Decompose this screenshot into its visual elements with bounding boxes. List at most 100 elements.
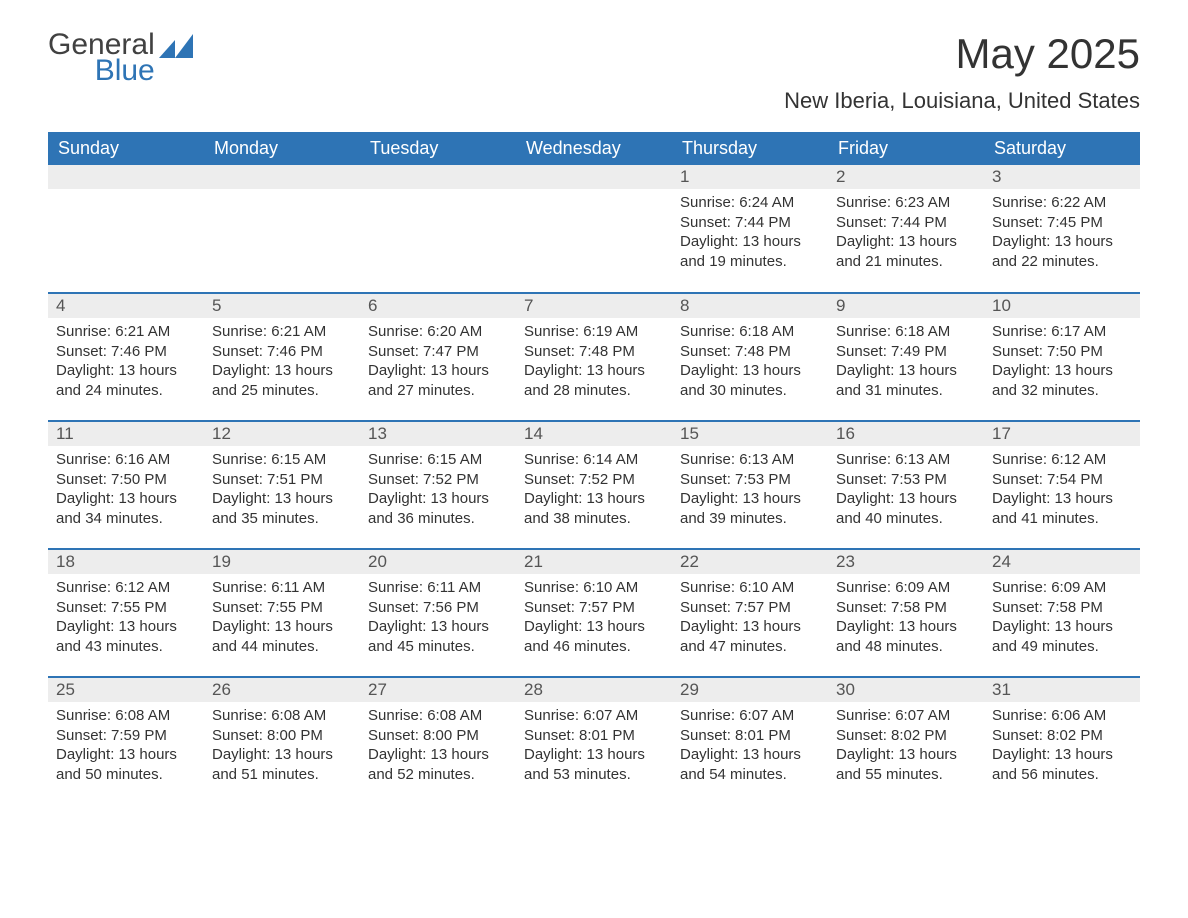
title-block: May 2025 New Iberia, Louisiana, United S… xyxy=(784,30,1140,114)
day-body xyxy=(360,189,516,197)
sunrise-value: 6:09 AM xyxy=(1051,579,1106,596)
column-header: Monday xyxy=(204,132,360,165)
calendar-cell: 7Sunrise: 6:19 AMSunset: 7:48 PMDaylight… xyxy=(516,293,672,421)
calendar-week: 18Sunrise: 6:12 AMSunset: 7:55 PMDayligh… xyxy=(48,549,1140,677)
day-number: 29 xyxy=(672,678,828,702)
day-body: Sunrise: 6:08 AMSunset: 7:59 PMDaylight:… xyxy=(48,702,204,788)
page-subtitle: New Iberia, Louisiana, United States xyxy=(784,88,1140,114)
day-body: Sunrise: 6:22 AMSunset: 7:45 PMDaylight:… xyxy=(984,189,1140,275)
daylight-label: Daylight: xyxy=(212,618,270,635)
calendar-cell: 15Sunrise: 6:13 AMSunset: 7:53 PMDayligh… xyxy=(672,421,828,549)
sunset-label: Sunset: xyxy=(524,599,575,616)
day-body: Sunrise: 6:07 AMSunset: 8:01 PMDaylight:… xyxy=(516,702,672,788)
sunset-label: Sunset: xyxy=(680,471,731,488)
day-number: 20 xyxy=(360,550,516,574)
logo: General Blue xyxy=(48,30,193,86)
daylight-label: Daylight: xyxy=(836,618,894,635)
sunset-label: Sunset: xyxy=(524,343,575,360)
day-body: Sunrise: 6:18 AMSunset: 7:48 PMDaylight:… xyxy=(672,318,828,404)
daylight-label: Daylight: xyxy=(992,746,1050,763)
day-number: 30 xyxy=(828,678,984,702)
sunset-value: 8:00 PM xyxy=(423,727,479,744)
sunset-value: 7:57 PM xyxy=(579,599,635,616)
sunset-label: Sunset: xyxy=(836,343,887,360)
calendar-cell: 16Sunrise: 6:13 AMSunset: 7:53 PMDayligh… xyxy=(828,421,984,549)
day-number: 15 xyxy=(672,422,828,446)
daylight-label: Daylight: xyxy=(56,746,114,763)
calendar-cell: 22Sunrise: 6:10 AMSunset: 7:57 PMDayligh… xyxy=(672,549,828,677)
sunrise-value: 6:10 AM xyxy=(583,579,638,596)
calendar-cell: 28Sunrise: 6:07 AMSunset: 8:01 PMDayligh… xyxy=(516,677,672,805)
sunset-value: 7:53 PM xyxy=(891,471,947,488)
calendar-cell xyxy=(204,165,360,293)
sunset-label: Sunset: xyxy=(56,599,107,616)
sunrise-label: Sunrise: xyxy=(680,451,735,468)
day-body: Sunrise: 6:18 AMSunset: 7:49 PMDaylight:… xyxy=(828,318,984,404)
sunset-value: 7:48 PM xyxy=(579,343,635,360)
day-number: 25 xyxy=(48,678,204,702)
calendar-cell: 1Sunrise: 6:24 AMSunset: 7:44 PMDaylight… xyxy=(672,165,828,293)
sunrise-value: 6:08 AM xyxy=(271,707,326,724)
calendar-body: 1Sunrise: 6:24 AMSunset: 7:44 PMDaylight… xyxy=(48,165,1140,805)
logo-text: General Blue xyxy=(48,30,155,86)
sunrise-label: Sunrise: xyxy=(992,707,1047,724)
sunset-label: Sunset: xyxy=(212,343,263,360)
day-body: Sunrise: 6:20 AMSunset: 7:47 PMDaylight:… xyxy=(360,318,516,404)
column-header: Sunday xyxy=(48,132,204,165)
sunrise-label: Sunrise: xyxy=(524,323,579,340)
sunrise-label: Sunrise: xyxy=(836,579,891,596)
sunset-value: 7:52 PM xyxy=(579,471,635,488)
sunrise-value: 6:12 AM xyxy=(1051,451,1106,468)
daylight-label: Daylight: xyxy=(368,746,426,763)
day-number: 17 xyxy=(984,422,1140,446)
day-body xyxy=(516,189,672,197)
sunset-value: 7:59 PM xyxy=(111,727,167,744)
sunset-value: 7:56 PM xyxy=(423,599,479,616)
sunset-label: Sunset: xyxy=(992,599,1043,616)
sunset-value: 7:58 PM xyxy=(1047,599,1103,616)
day-body: Sunrise: 6:11 AMSunset: 7:55 PMDaylight:… xyxy=(204,574,360,660)
daylight-label: Daylight: xyxy=(212,362,270,379)
day-body: Sunrise: 6:21 AMSunset: 7:46 PMDaylight:… xyxy=(204,318,360,404)
sunrise-value: 6:08 AM xyxy=(427,707,482,724)
day-number: 24 xyxy=(984,550,1140,574)
calendar-cell: 23Sunrise: 6:09 AMSunset: 7:58 PMDayligh… xyxy=(828,549,984,677)
calendar-cell: 20Sunrise: 6:11 AMSunset: 7:56 PMDayligh… xyxy=(360,549,516,677)
calendar-cell: 14Sunrise: 6:14 AMSunset: 7:52 PMDayligh… xyxy=(516,421,672,549)
daylight-label: Daylight: xyxy=(836,746,894,763)
calendar-cell: 6Sunrise: 6:20 AMSunset: 7:47 PMDaylight… xyxy=(360,293,516,421)
calendar-cell: 17Sunrise: 6:12 AMSunset: 7:54 PMDayligh… xyxy=(984,421,1140,549)
sunrise-label: Sunrise: xyxy=(524,707,579,724)
sunrise-value: 6:19 AM xyxy=(583,323,638,340)
daylight-label: Daylight: xyxy=(56,618,114,635)
sunrise-value: 6:23 AM xyxy=(895,194,950,211)
day-number: 18 xyxy=(48,550,204,574)
calendar-cell: 31Sunrise: 6:06 AMSunset: 8:02 PMDayligh… xyxy=(984,677,1140,805)
sunrise-value: 6:12 AM xyxy=(115,579,170,596)
day-body xyxy=(204,189,360,197)
calendar-cell: 2Sunrise: 6:23 AMSunset: 7:44 PMDaylight… xyxy=(828,165,984,293)
day-body: Sunrise: 6:08 AMSunset: 8:00 PMDaylight:… xyxy=(204,702,360,788)
calendar-cell: 26Sunrise: 6:08 AMSunset: 8:00 PMDayligh… xyxy=(204,677,360,805)
sunset-label: Sunset: xyxy=(368,599,419,616)
day-body: Sunrise: 6:17 AMSunset: 7:50 PMDaylight:… xyxy=(984,318,1140,404)
daylight-label: Daylight: xyxy=(56,362,114,379)
calendar-cell: 29Sunrise: 6:07 AMSunset: 8:01 PMDayligh… xyxy=(672,677,828,805)
calendar-cell: 10Sunrise: 6:17 AMSunset: 7:50 PMDayligh… xyxy=(984,293,1140,421)
day-body: Sunrise: 6:12 AMSunset: 7:55 PMDaylight:… xyxy=(48,574,204,660)
sunrise-value: 6:16 AM xyxy=(115,451,170,468)
calendar-cell: 24Sunrise: 6:09 AMSunset: 7:58 PMDayligh… xyxy=(984,549,1140,677)
daylight-label: Daylight: xyxy=(992,490,1050,507)
calendar-cell: 25Sunrise: 6:08 AMSunset: 7:59 PMDayligh… xyxy=(48,677,204,805)
day-body: Sunrise: 6:16 AMSunset: 7:50 PMDaylight:… xyxy=(48,446,204,532)
day-number: 13 xyxy=(360,422,516,446)
calendar-cell xyxy=(48,165,204,293)
column-header: Wednesday xyxy=(516,132,672,165)
sunset-value: 7:44 PM xyxy=(891,214,947,231)
sunset-label: Sunset: xyxy=(680,343,731,360)
sunrise-label: Sunrise: xyxy=(368,579,423,596)
day-number xyxy=(360,165,516,189)
day-number: 31 xyxy=(984,678,1140,702)
sunrise-value: 6:21 AM xyxy=(115,323,170,340)
day-body: Sunrise: 6:08 AMSunset: 8:00 PMDaylight:… xyxy=(360,702,516,788)
